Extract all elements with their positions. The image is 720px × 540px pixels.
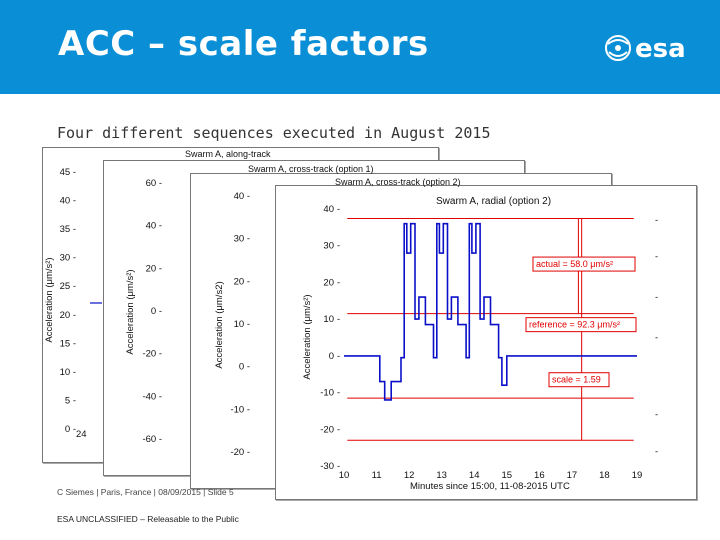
chart-4-xtick: 16 [534, 470, 545, 481]
chart-4-ytick: -30 [320, 461, 334, 472]
chart-4-scale-label-box [548, 372, 610, 388]
chart-3: Swarm A, cross-track (option 2) Accelera… [214, 177, 461, 458]
chart-3-title: Swarm A, cross-track (option 2) [335, 177, 461, 187]
chart-4-ytick-dash: - [337, 277, 340, 288]
chart-4-xlabel: Minutes since 15:00, 11-08-2015 UTC [410, 481, 570, 492]
chart-4-ytick-dash: - [337, 461, 340, 472]
chart-panel-4 [275, 185, 697, 500]
chart-1-ytick: 35 - [60, 224, 76, 235]
chart-4-reference-label: reference = 92.3 μm/s² [529, 320, 620, 330]
chart-4-xtick: 14 [469, 470, 480, 481]
chart-1-title: Swarm A, along-track [185, 149, 271, 159]
chart-1-xtick: 24 [76, 429, 87, 440]
esa-emblem-icon [605, 35, 631, 61]
chart-4-ytick: -20 [320, 424, 334, 435]
chart-3-ytick: -20 - [230, 447, 250, 458]
footer-classification: ESA UNCLASSIFIED – Releasable to the Pub… [57, 514, 239, 524]
chart-4-xtick: 19 [632, 470, 643, 481]
esa-logo-text: esa [635, 34, 686, 64]
chart-4-ytick: 40 [323, 204, 334, 215]
chart-3-ytick: 40 - [234, 191, 250, 202]
chart-4-ylabel: Acceleration (μm/s²) [302, 294, 313, 379]
chart-4-right-tick: - [655, 292, 658, 303]
chart-1-ytick: 0 - [65, 424, 76, 435]
chart-2-ytick: -40 - [142, 391, 162, 402]
chart-4-ytick: 20 [323, 277, 334, 288]
slide-header [0, 0, 720, 94]
chart-1-ytick: 25 - [60, 281, 76, 292]
chart-4-title: Swarm A, radial (option 2) [436, 196, 551, 207]
slide-subtitle: Four different sequences executed in Aug… [57, 124, 491, 142]
chart-1: Swarm A, along-track Acceleration (μm/s²… [44, 149, 271, 440]
chart-4: Swarm A, radial (option 2) Acceleration … [302, 196, 658, 492]
chart-1-ytick: 15 - [60, 338, 76, 349]
chart-2-ytick: 0 - [151, 306, 162, 317]
chart-4-reference-label-box [525, 317, 637, 333]
chart-4-ytick-dash: - [337, 351, 340, 362]
chart-1-ytick: 40 - [60, 196, 76, 207]
chart-4-ytick: 10 [323, 314, 334, 325]
chart-1-ylabel: Acceleration (μm/s²) [44, 257, 55, 342]
chart-4-signal-line [344, 222, 637, 401]
chart-2-title: Swarm A, cross-track (option 1) [248, 164, 374, 174]
chart-2-ytick: 40 - [146, 221, 162, 232]
chart-4-actual-label-box [532, 256, 636, 272]
esa-logo: esa [605, 34, 686, 64]
chart-4-right-tick: - [655, 333, 658, 344]
chart-4-ytick-dash: - [337, 388, 340, 399]
chart-4-xtick: 10 [339, 470, 350, 481]
chart-4-ytick-dash: - [337, 204, 340, 215]
chart-2-ytick: 60 - [146, 178, 162, 189]
chart-1-ytick: 30 - [60, 253, 76, 264]
chart-4-xtick: 17 [567, 470, 578, 481]
chart-3-ytick: 10 - [234, 319, 250, 330]
chart-4-ytick: 30 [323, 241, 334, 252]
chart-4-right-tick: - [655, 252, 658, 263]
chart-4-xtick: 11 [372, 470, 382, 481]
slide-title: ACC – scale factors [58, 24, 429, 64]
chart-2-ytick: -60 - [142, 434, 162, 445]
chart-4-ytick-dash: - [337, 241, 340, 252]
chart-4-xtick: 15 [501, 470, 512, 481]
chart-4-scale-label: scale = 1.59 [552, 375, 601, 385]
chart-3-ytick: 20 - [234, 276, 250, 287]
chart-4-ytick-dash: - [337, 424, 340, 435]
chart-2-ytick: -20 - [142, 349, 162, 360]
chart-1-ytick: 20 - [60, 310, 76, 321]
chart-1-ytick: 45 - [60, 167, 76, 178]
chart-3-ytick: -10 - [230, 404, 250, 415]
chart-4-xtick: 13 [436, 470, 447, 481]
chart-2: Swarm A, cross-track (option 1) Accelera… [125, 164, 374, 445]
chart-3-ylabel: Acceleration (μm/s2) [214, 281, 225, 368]
chart-4-right-tick: - [655, 410, 658, 421]
chart-1-ytick: 5 - [65, 395, 76, 406]
chart-3-ytick: 30 - [234, 234, 250, 245]
chart-4-xtick: 18 [599, 470, 610, 481]
chart-4-ytick: 0 [329, 351, 334, 362]
chart-4-right-tick: - [655, 446, 658, 457]
chart-1-ytick: 10 - [60, 367, 76, 378]
chart-4-right-tick: - [655, 215, 658, 226]
chart-4-ytick: -10 [320, 388, 334, 399]
chart-4-actual-label: actual = 58.0 μm/s² [536, 259, 613, 269]
chart-2-ytick: 20 - [146, 263, 162, 274]
footer-info: C Siemes | Paris, France | 08/09/2015 | … [57, 487, 234, 497]
chart-4-xtick: 12 [404, 470, 415, 481]
chart-4-ytick-dash: - [337, 314, 340, 325]
chart-3-ytick: 0 - [239, 362, 250, 373]
chart-2-ylabel: Acceleration (μm/s²) [125, 269, 136, 354]
